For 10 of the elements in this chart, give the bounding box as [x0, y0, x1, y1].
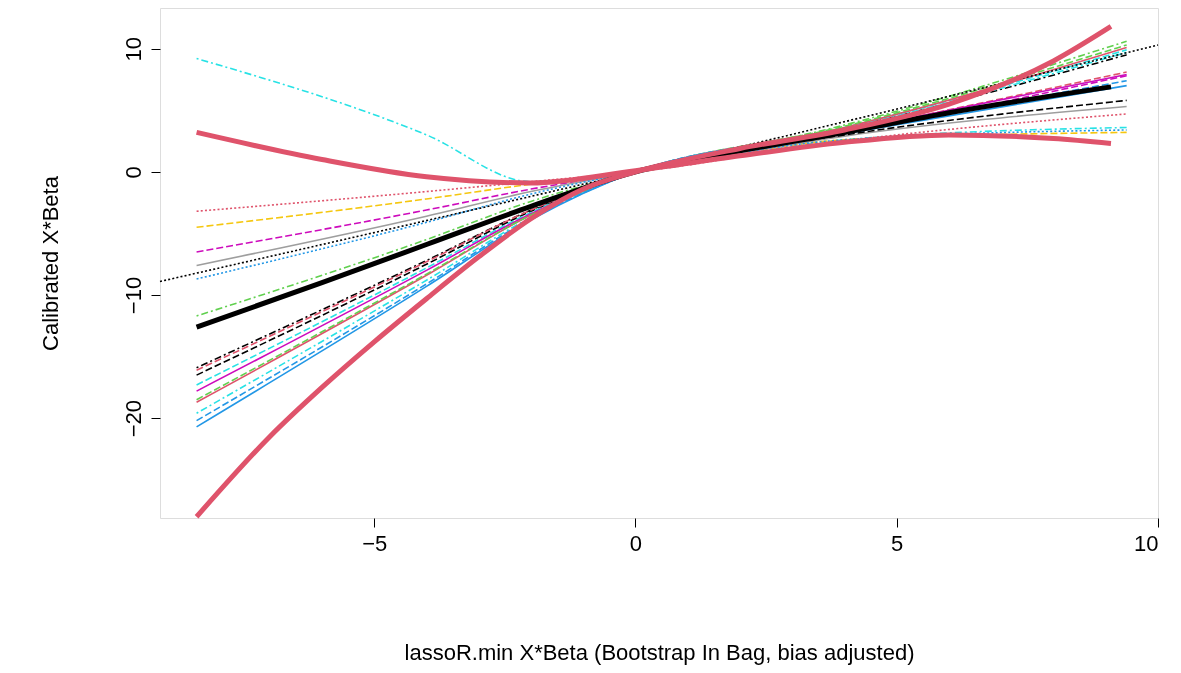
y-tick-label: 10: [120, 36, 146, 62]
y-tick-label: 0: [120, 166, 146, 179]
x-axis-title: lassoR.min X*Beta (Bootstrap In Bag, bias adjusted): [404, 639, 915, 665]
x-tick-label: 10: [1134, 530, 1159, 556]
y-tick-label: −10: [120, 276, 146, 315]
x-tick-label: 0: [629, 530, 643, 556]
y-axis-title: Calibrated X*Beta: [37, 175, 63, 351]
x-tick-label: −5: [362, 530, 388, 556]
y-tick-label: −20: [120, 400, 146, 438]
x-tick-label: 5: [891, 530, 904, 556]
